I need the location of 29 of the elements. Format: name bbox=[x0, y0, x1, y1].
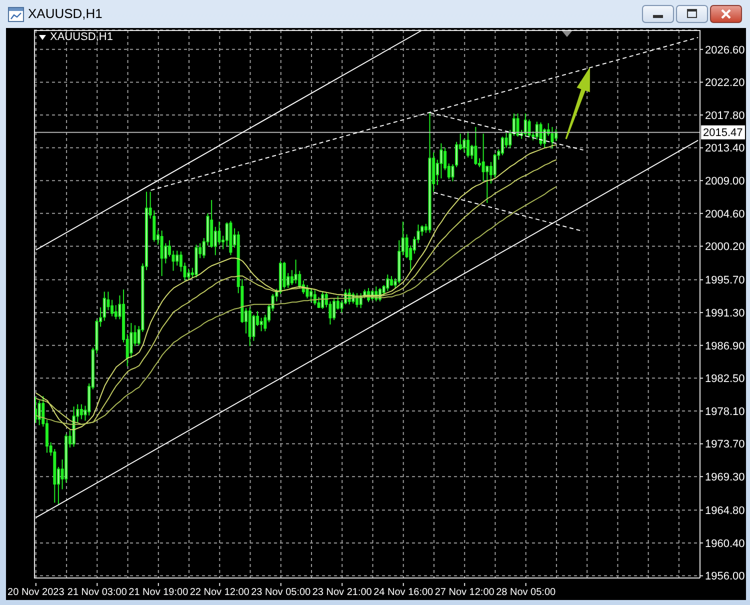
x-tick-label: 23 Nov 21:00 bbox=[312, 587, 372, 598]
y-tick-label: 1960.40 bbox=[705, 538, 745, 550]
x-tick-label: 21 Nov 03:00 bbox=[67, 587, 128, 598]
y-tick-label: 2017.80 bbox=[705, 110, 745, 122]
ref-line-label: 2015.47 bbox=[703, 127, 743, 140]
y-tick-label: 1995.70 bbox=[705, 274, 745, 287]
y-tick-label: 1969.30 bbox=[705, 472, 745, 484]
chart-title: XAUUSD,H1 bbox=[50, 31, 113, 44]
y-tick-label: 1973.70 bbox=[705, 438, 745, 451]
x-tick-label: 28 Nov 05:00 bbox=[496, 587, 556, 598]
y-tick-label: 1978.10 bbox=[705, 406, 745, 418]
y-tick-label: 2022.20 bbox=[705, 77, 745, 90]
y-tick-label: 1986.90 bbox=[705, 340, 745, 352]
y-tick-label: 2026.60 bbox=[705, 44, 745, 56]
x-tick-label: 23 Nov 05:00 bbox=[251, 587, 312, 598]
y-tick-label: 1982.50 bbox=[705, 373, 745, 386]
y-tick-label: 1991.30 bbox=[705, 307, 745, 320]
x-tick-label: 20 Nov 2023 bbox=[8, 587, 65, 598]
y-tick-label: 1964.80 bbox=[705, 505, 745, 518]
y-tick-label: 1956.00 bbox=[705, 570, 745, 583]
y-tick-label: 2000.20 bbox=[705, 241, 745, 254]
y-tick-label: 2013.40 bbox=[705, 142, 745, 155]
x-tick-label: 22 Nov 12:00 bbox=[190, 587, 250, 598]
x-tick-label: 24 Nov 16:00 bbox=[374, 587, 434, 598]
y-tick-label: 2004.60 bbox=[705, 208, 745, 220]
chart-title: XAUUSD,H1 bbox=[28, 6, 102, 21]
x-tick-label: 27 Nov 12:00 bbox=[434, 587, 495, 598]
y-tick-label: 2009.00 bbox=[705, 176, 745, 188]
x-tick-label: 21 Nov 19:00 bbox=[128, 587, 189, 598]
